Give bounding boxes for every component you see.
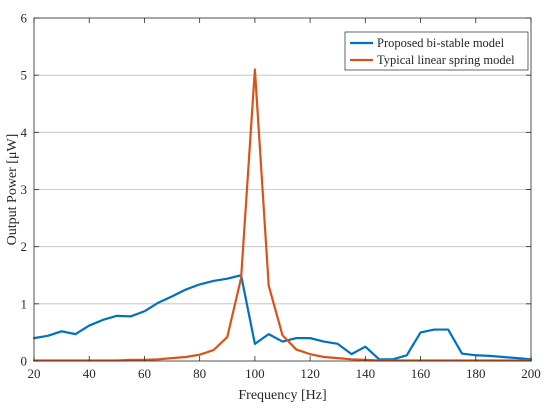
y-tick-label: 0 xyxy=(21,354,28,369)
y-tick-label: 6 xyxy=(21,11,28,26)
grid-lines xyxy=(34,74,531,305)
legend: Proposed bi-stable model Typical linear s… xyxy=(344,31,529,71)
legend-box xyxy=(344,31,529,71)
y-tick-label: 5 xyxy=(21,68,28,83)
x-tick-label: 100 xyxy=(245,366,265,381)
x-tick-label: 120 xyxy=(300,366,320,381)
x-tick-label: 80 xyxy=(193,366,206,381)
y-tick-label: 3 xyxy=(21,182,28,197)
y-tick-label: 4 xyxy=(21,125,28,140)
x-tick-label: 140 xyxy=(356,366,376,381)
x-tick-label: 160 xyxy=(411,366,431,381)
x-axis-label: Frequency [Hz] xyxy=(238,388,326,403)
series-layer xyxy=(32,68,533,362)
series-line-2 xyxy=(32,68,533,362)
x-tick-label: 180 xyxy=(466,366,486,381)
legend-label-1: Proposed bi-stable model xyxy=(377,36,505,50)
axis-ticks: 0 1 2 3 4 5 6 20 40 60 80 100 120 140 160 180 200 xyxy=(21,11,541,382)
x-tick-label: 200 xyxy=(521,366,541,381)
y-tick-label: 1 xyxy=(21,296,28,311)
x-tick-label: 40 xyxy=(83,366,96,381)
x-tick-label: 60 xyxy=(138,366,151,381)
y-tick-label: 2 xyxy=(21,239,28,254)
x-tick-label: 20 xyxy=(28,366,41,381)
y-axis-label: Output Power [μW] xyxy=(5,134,20,246)
legend-label-2: Typical linear spring model xyxy=(377,53,515,67)
series-line-1 xyxy=(32,274,533,361)
